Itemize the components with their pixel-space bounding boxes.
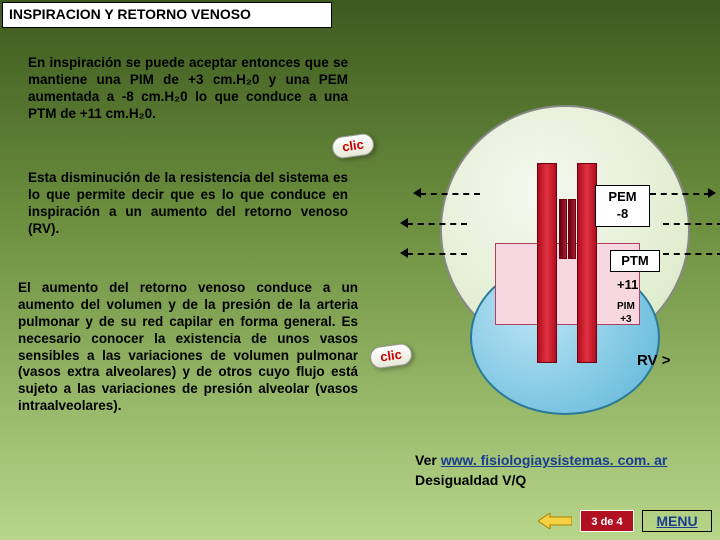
pim-box: PIM +3 xyxy=(617,300,635,326)
subtitle-text: Desigualdad V/Q xyxy=(415,472,526,488)
reference-line: Ver www. fisiologiaysistemas. com. ar xyxy=(415,452,667,468)
arrowhead-l3 xyxy=(400,248,408,258)
page-title: INSPIRACION Y RETORNO VENOSO xyxy=(2,2,332,28)
pem-value: -8 xyxy=(617,206,629,221)
arrowhead-l1 xyxy=(413,188,421,198)
arrow-right-1 xyxy=(650,193,710,195)
vessel-left xyxy=(537,163,557,363)
pim-value: +3 xyxy=(620,314,631,325)
arrow-left-1 xyxy=(420,193,480,195)
arrow-left-2 xyxy=(407,223,467,225)
paragraph-2: Esta disminución de la resistencia del s… xyxy=(28,170,348,238)
vessel-mid-2 xyxy=(568,199,576,259)
ptm-box: PTM xyxy=(610,250,660,272)
reference-link[interactable]: www. fisiologiaysistemas. com. ar xyxy=(441,452,668,468)
ptm-value: +11 xyxy=(617,277,638,292)
back-arrow-icon[interactable] xyxy=(538,513,572,529)
menu-button[interactable]: MENU xyxy=(642,510,712,532)
page-indicator: 3 de 4 xyxy=(580,510,634,532)
vessel-right xyxy=(577,163,597,363)
paragraph-3: El aumento del retorno venoso conduce a … xyxy=(18,280,358,415)
pim-label: PIM xyxy=(617,301,635,312)
arrow-right-3 xyxy=(663,253,720,255)
rv-label: RV > xyxy=(637,352,671,369)
link-prefix: Ver xyxy=(415,452,441,468)
vessel-mid-1 xyxy=(559,199,567,259)
arrow-right-2 xyxy=(663,223,720,225)
pem-label: PEM xyxy=(608,189,636,204)
arrow-left-3 xyxy=(407,253,467,255)
anatomy-diagram: PEM -8 PTM +11 PIM +3 RV > xyxy=(425,105,705,415)
paragraph-1: En inspiración se puede aceptar entonces… xyxy=(28,55,348,123)
pem-box: PEM -8 xyxy=(595,185,650,227)
arrowhead-r1 xyxy=(708,188,716,198)
arrowhead-l2 xyxy=(400,218,408,228)
